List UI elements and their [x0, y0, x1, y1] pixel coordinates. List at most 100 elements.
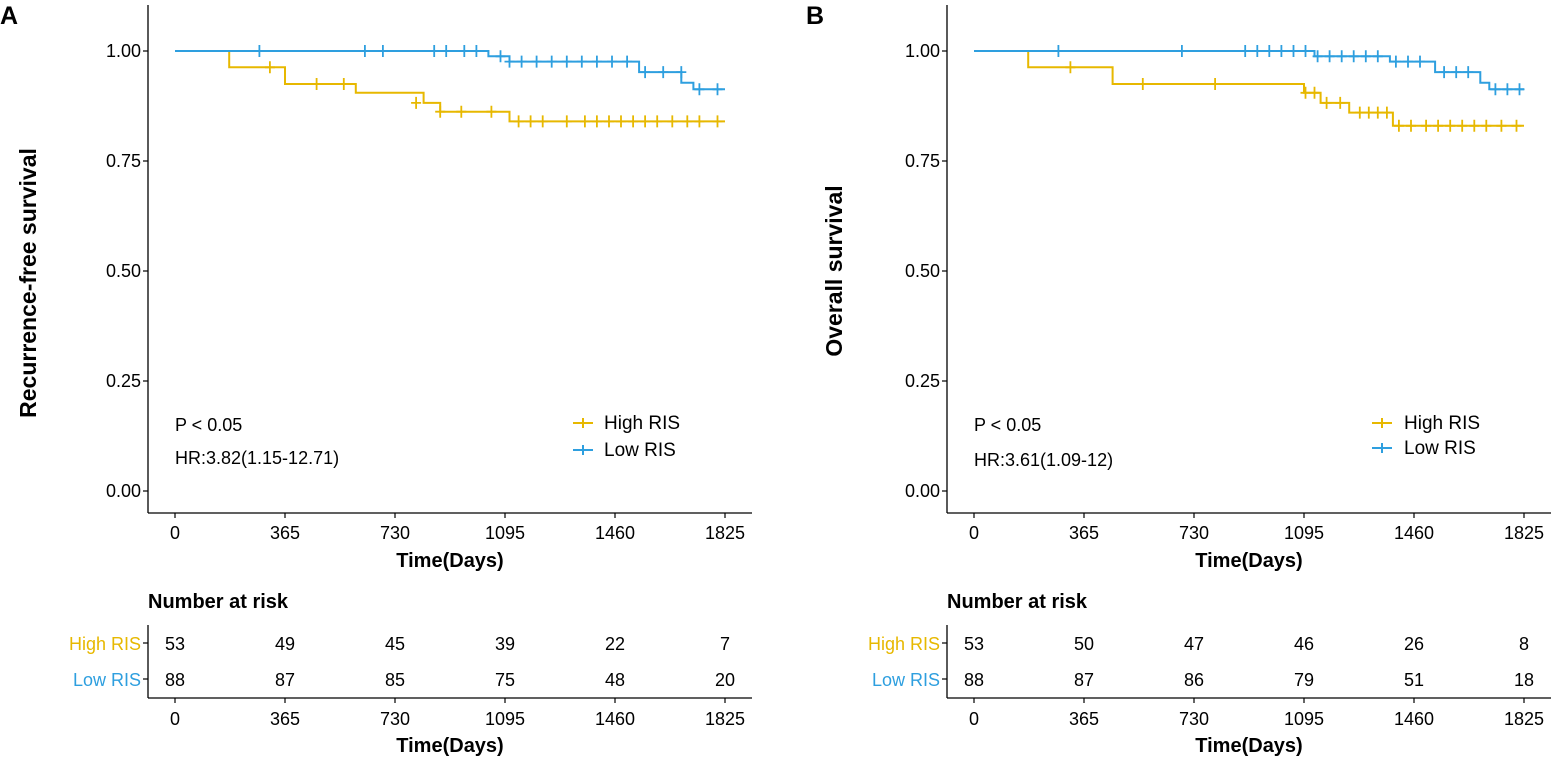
- y-axis-label: Overall survival: [821, 185, 847, 356]
- censor-mark-low: [640, 66, 651, 79]
- risk-row-label-high: High RIS: [69, 634, 141, 654]
- risk-x-tick-label: 730: [380, 709, 410, 729]
- x-axis-label: Time(Days): [1195, 550, 1302, 572]
- survival-curves: [175, 45, 725, 128]
- censor-mark-high: [1445, 119, 1456, 132]
- risk-x-axis-label: Time(Days): [1195, 735, 1302, 757]
- censor-mark-low: [1451, 66, 1462, 79]
- censor-mark-high: [1381, 106, 1392, 119]
- censor-mark-low: [576, 55, 587, 68]
- legend: High RIS Low RIS: [1372, 413, 1480, 459]
- censor-mark-low: [1348, 50, 1359, 63]
- panel-b: B Overall survival 1.00 0.75 0.50 0.25 0…: [806, 2, 1551, 757]
- x-axis-label: Time(Days): [396, 550, 503, 572]
- risk-row-high: 53 49 45 39 22 7: [165, 634, 730, 654]
- censor-mark-high: [1321, 96, 1332, 109]
- x-tick-marks: [973, 513, 1525, 518]
- legend-label: Low RIS: [1404, 438, 1476, 459]
- censor-mark-high: [591, 115, 602, 128]
- censor-mark-high: [652, 115, 663, 128]
- risk-table-title: Number at risk: [947, 591, 1088, 613]
- censor-mark-high: [1496, 119, 1507, 132]
- censor-mark-low: [591, 55, 602, 68]
- censor-mark-low: [429, 45, 440, 57]
- panel-a: A Recurrence-free survival 1.00 0.75 0.5…: [0, 2, 752, 757]
- censor-mark-low: [1372, 50, 1383, 63]
- risk-value: 79: [1294, 670, 1314, 690]
- survival-curve-high: [175, 50, 725, 123]
- risk-x-tick-label: 0: [170, 709, 180, 729]
- risk-table: Number at risk High RIS Low RIS 53 50 47…: [868, 591, 1551, 757]
- risk-x-tick-label: 1460: [595, 709, 635, 729]
- x-tick-label: 1825: [705, 523, 745, 543]
- censor-mark-high: [1481, 119, 1492, 132]
- y-tick-labels: 1.00 0.75 0.50 0.25 0.00: [905, 41, 940, 501]
- censor-mark-low: [1514, 83, 1525, 96]
- hazard-ratio-annotation: HR:3.61(1.09-12): [974, 450, 1113, 470]
- risk-value: 46: [1294, 634, 1314, 654]
- risk-x-tick-label: 1095: [485, 709, 525, 729]
- risk-x-tick-label: 730: [1179, 709, 1209, 729]
- y-tick-label: 0.00: [106, 481, 141, 501]
- censor-mark-low: [495, 50, 506, 63]
- y-tick-label: 0.00: [905, 481, 940, 501]
- censor-mark-low: [1176, 45, 1187, 57]
- panel-letter: A: [0, 2, 18, 30]
- y-tick-label: 0.75: [905, 151, 940, 171]
- x-tick-label: 1460: [595, 523, 635, 543]
- censor-mark-low: [1415, 55, 1425, 68]
- censor-mark-high: [682, 115, 693, 128]
- censor-mark-low: [1288, 45, 1299, 57]
- censor-mark-high: [1406, 119, 1416, 132]
- risk-row-label-high: High RIS: [868, 634, 940, 654]
- y-axis-label: Recurrence-free survival: [15, 148, 41, 418]
- censor-mark-high: [694, 115, 705, 128]
- y-tick-label: 1.00: [905, 41, 940, 61]
- censor-mark-low: [359, 45, 370, 57]
- legend: High RIS Low RIS: [573, 413, 680, 461]
- legend-item-low-ris: Low RIS: [573, 440, 676, 461]
- censor-mark-low: [1403, 55, 1413, 68]
- risk-row-label-low: Low RIS: [872, 670, 940, 690]
- censor-mark-high: [525, 115, 536, 128]
- censor-mark-low: [1053, 45, 1064, 57]
- y-tick-label: 1.00: [106, 41, 141, 61]
- legend-label: High RIS: [1404, 413, 1480, 434]
- risk-value: 8: [1519, 634, 1529, 654]
- censor-mark-high: [1309, 86, 1320, 99]
- risk-value: 18: [1514, 670, 1534, 690]
- censor-mark-high: [486, 105, 497, 118]
- y-tick-label: 0.75: [106, 151, 141, 171]
- censor-mark-high: [1210, 78, 1221, 90]
- hazard-ratio-annotation: HR:3.82(1.15-12.71): [175, 448, 339, 468]
- censor-mark-low: [1240, 45, 1251, 57]
- x-tick-label: 730: [380, 523, 410, 543]
- risk-x-axis-label: Time(Days): [396, 735, 503, 757]
- censor-mark-high: [456, 105, 467, 118]
- risk-value: 22: [605, 634, 625, 654]
- risk-value: 53: [964, 634, 984, 654]
- censor-mark-high: [1372, 106, 1383, 119]
- censor-mark-high: [1421, 119, 1432, 132]
- risk-value: 45: [385, 634, 405, 654]
- censor-mark-low: [1490, 83, 1501, 96]
- risk-value: 50: [1074, 634, 1094, 654]
- censor-mark-low: [676, 66, 687, 79]
- censor-mark-low: [1502, 83, 1513, 96]
- censor-mark-low: [1360, 50, 1371, 63]
- x-tick-label: 1825: [1504, 523, 1544, 543]
- censor-mark-high: [604, 115, 614, 128]
- censor-mark-low: [561, 55, 572, 68]
- censor-mark-low: [1276, 45, 1287, 57]
- censor-mark-low: [622, 55, 633, 68]
- x-tick-label: 1095: [485, 523, 525, 543]
- risk-x-tick-label: 1825: [705, 709, 745, 729]
- x-tick-labels: 0 365 730 1095 1460 1825: [170, 523, 745, 543]
- censor-mark-low: [377, 45, 388, 57]
- risk-value: 87: [275, 670, 295, 690]
- risk-row-high: 53 50 47 46 26 8: [964, 634, 1529, 654]
- censor-mark-high: [616, 115, 626, 128]
- risk-value: 88: [165, 670, 185, 690]
- y-tick-label: 0.25: [905, 371, 940, 391]
- censor-mark-high: [628, 115, 639, 128]
